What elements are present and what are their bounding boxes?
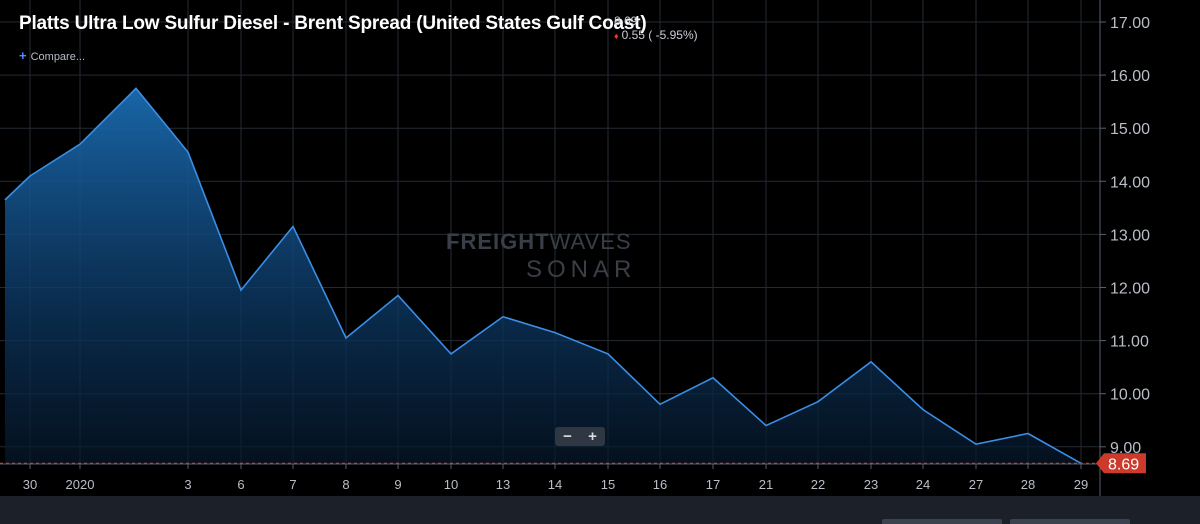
y-tick-label: 12.00 bbox=[1110, 281, 1150, 298]
y-tick-label: 11.00 bbox=[1110, 334, 1149, 351]
change-readout: ♦ 0.55 ( -5.95%) bbox=[614, 28, 698, 42]
x-tick-label: 28 bbox=[1021, 477, 1035, 492]
watermark-sonar: SONAR bbox=[526, 256, 637, 283]
compare-label: Compare... bbox=[30, 51, 86, 63]
x-tick-label: 10 bbox=[444, 477, 458, 492]
y-tick-label: 14.00 bbox=[1110, 174, 1150, 191]
x-tick-label: 7 bbox=[289, 477, 296, 492]
x-tick-label: 9 bbox=[394, 477, 401, 492]
current-value-tag: 8.69 bbox=[1096, 453, 1146, 474]
compare-button[interactable]: + Compare... bbox=[19, 48, 85, 63]
x-tick-label: 14 bbox=[548, 477, 562, 492]
x-tick-label: 29 bbox=[1074, 477, 1088, 492]
bottom-tab-2[interactable] bbox=[1010, 519, 1130, 524]
y-tick-label: 16.00 bbox=[1110, 68, 1150, 85]
y-tick-label: 10.00 bbox=[1110, 387, 1150, 404]
x-tick-label: 3 bbox=[184, 477, 191, 492]
x-tick-label: 16 bbox=[653, 477, 667, 492]
y-tick-label: 13.00 bbox=[1110, 227, 1150, 244]
x-tick-label: 8 bbox=[342, 477, 349, 492]
x-tick-label: 24 bbox=[916, 477, 930, 492]
zoom-in-button[interactable]: + bbox=[588, 428, 597, 445]
x-tick-label: 15 bbox=[601, 477, 615, 492]
zoom-out-button[interactable]: − bbox=[563, 428, 572, 445]
price-tag-shape bbox=[1096, 453, 1146, 474]
y-tick-label: 15.00 bbox=[1110, 121, 1150, 138]
x-tick-label: 27 bbox=[969, 477, 983, 492]
down-arrow-icon: ♦ bbox=[614, 31, 619, 41]
chart-svg[interactable]: 9.00 10.00 11.00 12.00 13.00 14.00 15.00 16.00 1… bbox=[0, 0, 1200, 496]
x-tick-label: 6 bbox=[237, 477, 244, 492]
plus-icon: + bbox=[19, 48, 27, 63]
x-tick-label: 2020 bbox=[66, 477, 95, 492]
price-tag-label: 8.69 bbox=[1108, 456, 1139, 473]
change-text: 0.55 ( -5.95%) bbox=[621, 28, 698, 42]
x-tick-label: 23 bbox=[864, 477, 878, 492]
zoom-controls: − + bbox=[555, 427, 605, 446]
x-tick-label: 21 bbox=[759, 477, 773, 492]
series-line[interactable] bbox=[4, 87, 1082, 464]
series-area bbox=[5, 88, 1081, 464]
watermark-waves: WAVES bbox=[549, 229, 632, 254]
x-tick-label: 22 bbox=[811, 477, 825, 492]
x-tick-label: 17 bbox=[706, 477, 720, 492]
chart-title: Platts Ultra Low Sulfur Diesel - Brent S… bbox=[19, 13, 647, 34]
last-value: 8.69 bbox=[614, 14, 638, 28]
axes: 9.00 10.00 11.00 12.00 13.00 14.00 15.00 16.00 1… bbox=[0, 0, 1150, 496]
bottom-tab-1[interactable] bbox=[882, 519, 1002, 524]
watermark-freight: FREIGHT bbox=[446, 229, 550, 254]
x-tick-label: 30 bbox=[23, 477, 37, 492]
watermark-logo: FREIGHTWAVES bbox=[446, 229, 632, 255]
y-tick-label: 17.00 bbox=[1110, 15, 1150, 32]
y-tick-label: 9.00 bbox=[1110, 440, 1141, 457]
x-tick-label: 13 bbox=[496, 477, 510, 492]
